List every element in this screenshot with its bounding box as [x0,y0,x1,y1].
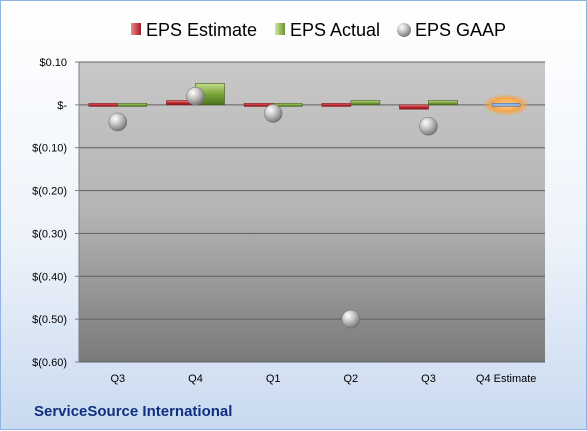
bar-actual [350,100,381,106]
y-tick-label: $(0.10) [32,143,67,155]
y-tick-label: $- [57,100,67,112]
bar-estimate [491,103,521,107]
bar-estimate [321,103,352,107]
gaap-points [108,87,438,329]
bar-estimate [88,103,119,107]
legend-label-gaap: EPS GAAP [415,20,506,40]
plot-area [79,62,545,362]
gridlines [75,61,545,363]
x-tick-label: Q4 [188,373,203,385]
legend-item-estimate: EPS Estimate [131,20,257,40]
point-gaap [108,112,128,132]
company-name: ServiceSource International [34,403,233,420]
x-tick-label: Q1 [266,373,281,385]
legend-swatch-actual [275,23,285,35]
x-tick-label: Q4 Estimate [476,373,537,385]
x-tick-label: Q3 [421,373,436,385]
legend-label-estimate: EPS Estimate [146,20,257,40]
point-gaap [263,104,283,123]
legend-swatch-estimate [131,23,141,35]
x-tick-label: Q3 [110,373,125,385]
point-gaap [419,117,438,136]
chart-legend: EPS Estimate EPS Actual EPS GAAP [131,20,506,40]
y-tick-label: $0.10 [39,57,67,69]
x-tick-label: Q2 [343,373,358,385]
bar-estimate [399,104,429,110]
bar-actual [428,100,458,106]
y-tick-label: $(0.20) [32,186,67,198]
legend-item-actual: EPS Actual [275,20,380,40]
y-axis-tick-labels: $0.10 $- $(0.10) $(0.20) $(0.30) $(0.40) $(0.5… [32,57,67,369]
point-gaap [186,87,205,106]
legend-item-gaap: EPS GAAP [397,20,506,40]
x-axis-tick-labels: Q3 Q4 Q1 Q2 Q3 Q4 Estimate [110,373,536,385]
y-tick-label: $(0.50) [32,314,67,326]
legend-swatch-gaap [397,23,411,37]
bar-actual [117,103,148,107]
y-tick-label: $(0.30) [32,228,67,240]
y-tick-label: $(0.40) [32,271,67,283]
point-gaap [341,309,361,329]
y-tick-label: $(0.60) [32,357,67,369]
legend-label-actual: EPS Actual [290,20,380,40]
